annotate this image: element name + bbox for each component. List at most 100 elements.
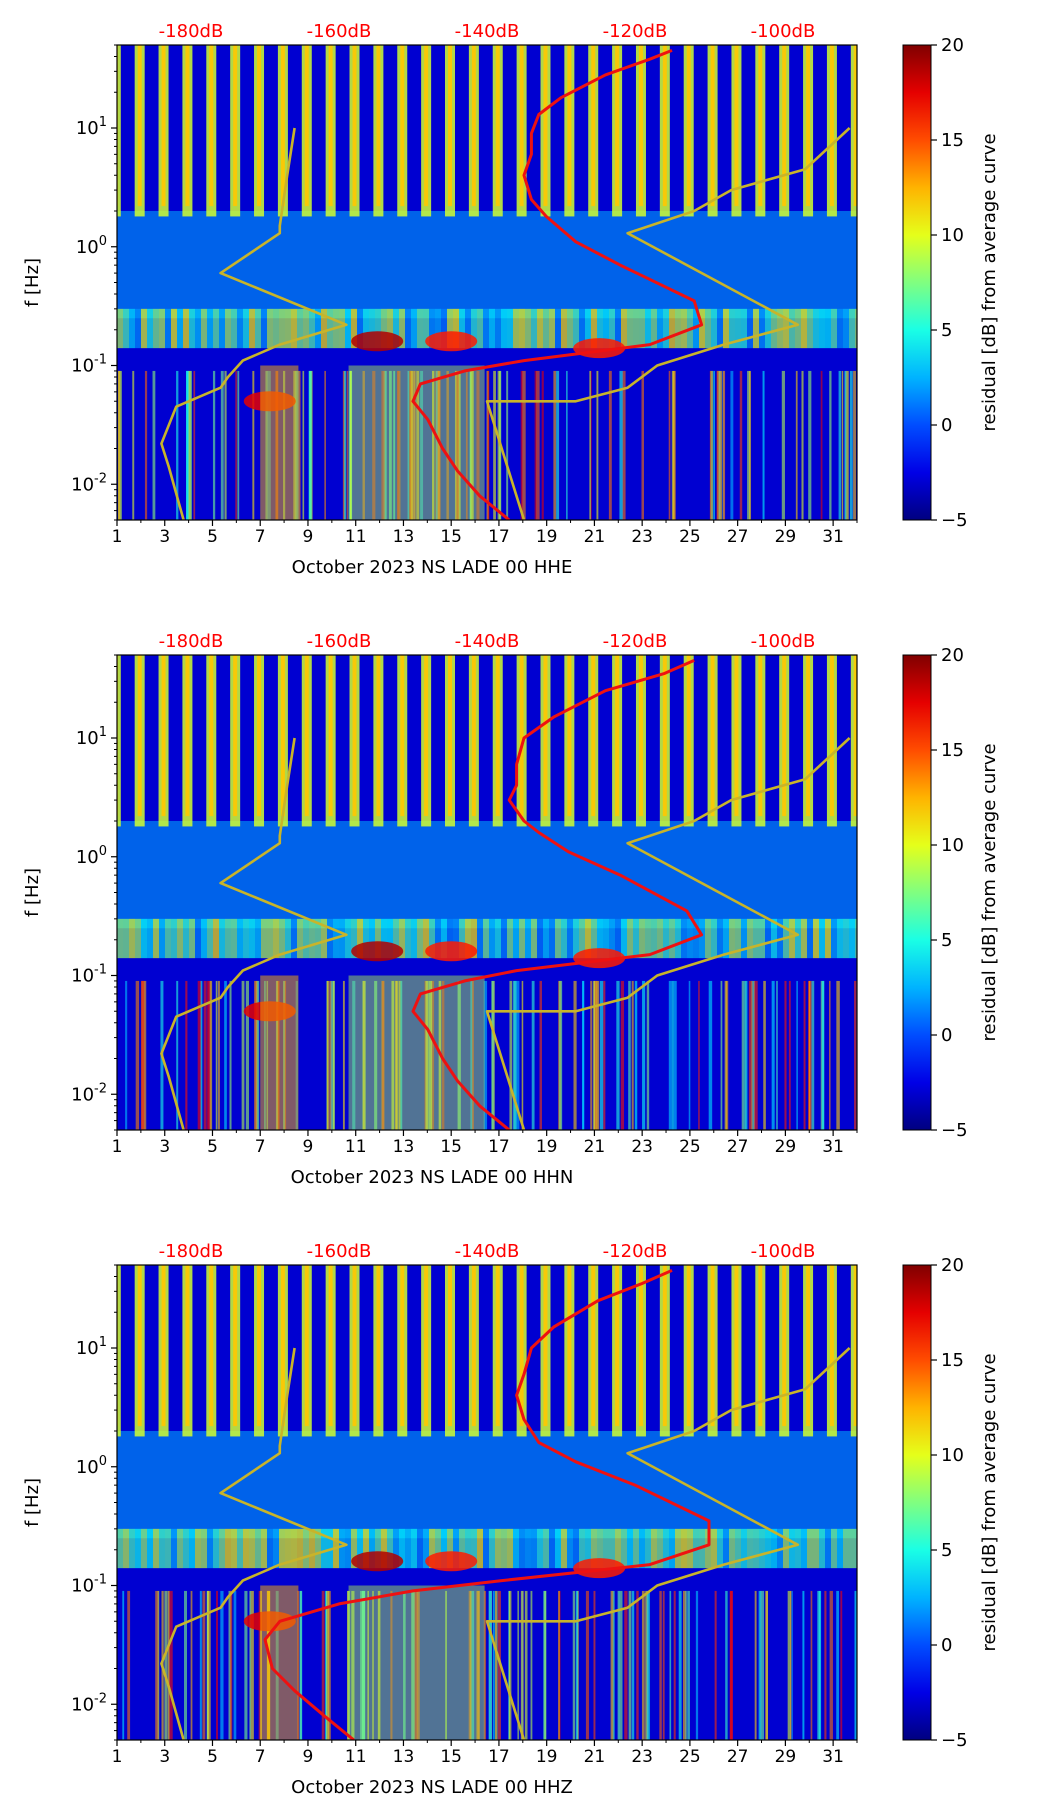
x-tick-label: 25 xyxy=(679,527,701,547)
top-db-label: -120dB xyxy=(603,21,668,42)
y-tick-label: 10-2 xyxy=(71,1081,107,1105)
x-axis-label: October 2023 NS LADE 00 HHN xyxy=(291,1167,574,1188)
x-tick-label: 9 xyxy=(303,1137,314,1157)
curve-nlnm xyxy=(160,1347,348,1740)
top-db-label: -140dB xyxy=(455,631,520,652)
colorbar-tick-label: 10 xyxy=(941,835,964,856)
y-tick-label: 10-1 xyxy=(71,1573,107,1597)
x-tick-label: 25 xyxy=(679,1137,701,1157)
colorbar-tick-label: 10 xyxy=(941,225,964,246)
top-db-label: -140dB xyxy=(455,21,520,42)
top-db-label: -120dB xyxy=(603,631,668,652)
x-tick-label: 1 xyxy=(112,1137,123,1157)
x-tick-label: 11 xyxy=(345,527,367,547)
x-tick-label: 29 xyxy=(775,527,797,547)
x-tick-label: 11 xyxy=(345,1137,367,1157)
x-tick-label: 13 xyxy=(393,527,415,547)
x-tick-label: 9 xyxy=(303,1747,314,1767)
x-tick-label: 21 xyxy=(584,1137,606,1157)
x-tick-label: 27 xyxy=(727,1747,749,1767)
top-db-label: -180dB xyxy=(159,21,224,42)
curve-average-psd xyxy=(411,659,704,1130)
x-tick-label: 23 xyxy=(631,1137,653,1157)
x-tick-label: 17 xyxy=(488,1137,510,1157)
x-tick-label: 11 xyxy=(345,1747,367,1767)
y-tick-label: 10-1 xyxy=(71,353,107,377)
x-tick-label: 15 xyxy=(440,1747,462,1767)
colorbar-tick-label: −5 xyxy=(941,510,968,531)
x-tick-label: 7 xyxy=(255,527,266,547)
colorbar xyxy=(902,654,932,1131)
y-tick-label: 101 xyxy=(76,725,107,749)
colorbar-tick-label: 0 xyxy=(941,415,952,436)
x-tick-label: 1 xyxy=(112,1747,123,1767)
colorbar-label: residual [dB] from average curve xyxy=(979,1353,1000,1651)
y-tick-label: 100 xyxy=(76,234,107,258)
x-tick-label: 13 xyxy=(393,1747,415,1767)
x-tick-label: 1 xyxy=(112,527,123,547)
colorbar-label: residual [dB] from average curve xyxy=(979,743,1000,1041)
colorbar-tick-label: 5 xyxy=(941,930,952,951)
colorbar-tick-label: 5 xyxy=(941,1540,952,1561)
x-tick-label: 21 xyxy=(584,1747,606,1767)
y-tick-label: 100 xyxy=(76,1454,107,1478)
top-db-label: -180dB xyxy=(159,631,224,652)
curve-nhnm xyxy=(485,1347,851,1740)
x-axis-label: October 2023 NS LADE 00 HHE xyxy=(292,557,573,578)
x-tick-label: 29 xyxy=(775,1747,797,1767)
colorbar-tick-label: −5 xyxy=(941,1120,968,1141)
curve-average-psd xyxy=(263,1269,711,1740)
colorbar-tick-label: 20 xyxy=(941,35,964,56)
x-tick-label: 5 xyxy=(207,1747,218,1767)
curve-nhnm xyxy=(485,127,851,520)
y-axis-label: f [Hz] xyxy=(22,258,43,307)
curve-nlnm xyxy=(160,127,348,520)
top-db-label: -160dB xyxy=(307,21,372,42)
colorbar-tick-label: 20 xyxy=(941,1255,964,1276)
colorbar-tick-label: 20 xyxy=(941,645,964,666)
spectrogram-image xyxy=(117,1265,857,1740)
spectrogram-image xyxy=(117,655,857,1130)
x-tick-label: 15 xyxy=(440,527,462,547)
curve-average-psd xyxy=(411,49,704,520)
colorbar-tick-label: 10 xyxy=(941,1445,964,1466)
x-tick-label: 7 xyxy=(255,1747,266,1767)
x-tick-label: 17 xyxy=(488,1747,510,1767)
colorbar-label: residual [dB] from average curve xyxy=(979,133,1000,431)
x-tick-label: 13 xyxy=(393,1137,415,1157)
y-tick-label: 10-2 xyxy=(71,1691,107,1715)
x-tick-label: 19 xyxy=(536,1747,558,1767)
y-tick-label: 100 xyxy=(76,844,107,868)
x-tick-label: 21 xyxy=(584,527,606,547)
x-tick-label: 19 xyxy=(536,527,558,547)
y-tick-label: 101 xyxy=(76,115,107,139)
colorbar xyxy=(902,44,932,521)
x-tick-label: 27 xyxy=(727,527,749,547)
x-tick-label: 17 xyxy=(488,527,510,547)
top-db-label: -160dB xyxy=(307,1241,372,1262)
x-tick-label: 15 xyxy=(440,1137,462,1157)
x-tick-label: 23 xyxy=(631,527,653,547)
y-tick-label: 10-1 xyxy=(71,963,107,987)
x-tick-label: 3 xyxy=(159,1137,170,1157)
top-db-label: -140dB xyxy=(455,1241,520,1262)
x-axis-label: October 2023 NS LADE 00 HHZ xyxy=(291,1777,573,1798)
colorbar-tick-label: 5 xyxy=(941,320,952,341)
x-tick-label: 25 xyxy=(679,1747,701,1767)
top-db-label: -160dB xyxy=(307,631,372,652)
colorbar-tick-label: 0 xyxy=(941,1025,952,1046)
curve-nlnm xyxy=(160,737,348,1130)
x-tick-label: 3 xyxy=(159,527,170,547)
x-tick-label: 5 xyxy=(207,527,218,547)
colorbar-tick-label: 0 xyxy=(941,1635,952,1656)
x-tick-label: 3 xyxy=(159,1747,170,1767)
y-tick-label: 101 xyxy=(76,1335,107,1359)
x-tick-label: 9 xyxy=(303,527,314,547)
top-db-label: -100dB xyxy=(751,21,816,42)
y-axis-label: f [Hz] xyxy=(22,868,43,917)
top-db-label: -100dB xyxy=(751,631,816,652)
x-tick-label: 29 xyxy=(775,1137,797,1157)
colorbar xyxy=(902,1264,932,1741)
